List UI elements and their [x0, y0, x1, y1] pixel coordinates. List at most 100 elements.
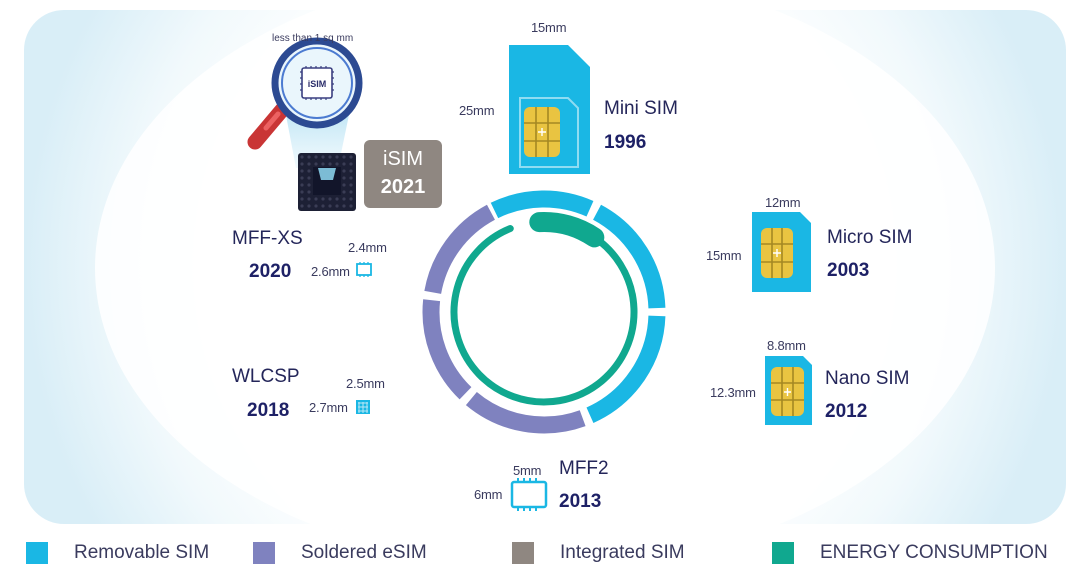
- mffxs-year: 2020: [249, 261, 292, 282]
- chip-pin: [321, 197, 325, 201]
- chip-pin: [335, 197, 339, 201]
- ring-segment-mff-xs: [424, 204, 496, 295]
- chip-pin: [314, 204, 318, 208]
- chip-pin: [328, 204, 332, 208]
- chip-pin: [300, 176, 304, 180]
- chip-pin: [307, 169, 311, 173]
- wlcsp-name: WLCSP: [232, 366, 300, 387]
- chip-pin: [307, 183, 311, 187]
- ring-segment-mff2: [465, 391, 586, 434]
- mff2-height: 6mm: [474, 487, 503, 502]
- isim-size-note: less than 1 sq mm: [272, 33, 354, 44]
- chip-pin: [307, 197, 311, 201]
- ring-segment-nano-sim: [586, 315, 666, 423]
- chip-pin: [314, 155, 318, 159]
- nano-sim-name: Nano SIM: [825, 368, 910, 389]
- legend-swatch: [26, 542, 48, 564]
- legend-label: Removable SIM: [74, 542, 210, 563]
- chip-pin: [349, 176, 353, 180]
- chip-pin: [335, 162, 339, 166]
- ring-segment-wlcsp: [422, 299, 472, 400]
- chip-pin: [307, 155, 311, 159]
- nano-sim-card: [765, 356, 812, 425]
- chip-pin: [349, 183, 353, 187]
- chip-pin: [321, 162, 325, 166]
- micro-sim-name: Micro SIM: [827, 227, 913, 248]
- chip-pin: [321, 204, 325, 208]
- legend-energy-consumption: ENERGY CONSUMPTION: [772, 541, 1048, 565]
- chip-pin: [342, 169, 346, 173]
- legend-soldered-esim: Soldered eSIM: [253, 541, 427, 565]
- legend-label: Soldered eSIM: [301, 542, 427, 563]
- energy-consumption-arc: [450, 218, 638, 406]
- mini-sim-width: 15mm: [531, 20, 567, 35]
- isim-badge: iSIM 2021: [364, 140, 442, 208]
- mff2-year: 2013: [559, 491, 602, 512]
- isim-year: 2021: [380, 176, 426, 198]
- mini-sim-height: 25mm: [459, 103, 495, 118]
- mff2-chip-icon: [510, 478, 548, 511]
- legend-label: ENERGY CONSUMPTION: [820, 542, 1048, 563]
- chip-pin: [328, 197, 332, 201]
- chip-pin: [307, 176, 311, 180]
- chip-pin: [300, 190, 304, 194]
- chip-pin: [328, 162, 332, 166]
- mffxs-name: MFF-XS: [232, 228, 303, 249]
- ring-segment-mini-sim: [490, 190, 594, 219]
- mffxs-chip-icon: [356, 262, 372, 277]
- chip-pin: [314, 197, 318, 201]
- isim-illustration: iSIM: [247, 37, 363, 211]
- chip-pin: [300, 169, 304, 173]
- chip-pin: [300, 204, 304, 208]
- legend-swatch: [512, 542, 534, 564]
- sim-chip-icon: [771, 367, 804, 416]
- chip-pin: [349, 169, 353, 173]
- chip-pin: [300, 155, 304, 159]
- chip-icon: [298, 153, 356, 211]
- micro-sim-card: [752, 212, 811, 292]
- chip-pin: [349, 197, 353, 201]
- chip-pin: [300, 197, 304, 201]
- chip-pin: [349, 155, 353, 159]
- mffxs-height: 2.6mm: [311, 264, 350, 279]
- chip-pin: [307, 190, 311, 194]
- legend-swatch: [772, 542, 794, 564]
- magnifier-icon: iSIM: [247, 37, 363, 150]
- wlcsp-width: 2.5mm: [346, 376, 385, 391]
- chip-pin: [314, 162, 318, 166]
- chip-pin: [300, 183, 304, 187]
- chip-pin: [349, 204, 353, 208]
- mini-sim-year: 1996: [604, 132, 647, 153]
- mini-sim-card: [509, 45, 590, 174]
- mffxs-width: 2.4mm: [348, 240, 387, 255]
- chip-pin: [342, 190, 346, 194]
- chip-pin: [349, 162, 353, 166]
- sim-chip-icon: [761, 228, 793, 278]
- micro-sim-year: 2003: [827, 260, 870, 281]
- legend-removable-sim: Removable SIM: [26, 541, 209, 565]
- sim-chip-icon: [524, 107, 560, 157]
- mff2-name: MFF2: [559, 458, 609, 479]
- mini-sim-name: Mini SIM: [604, 98, 678, 119]
- chip-pin: [335, 204, 339, 208]
- chip-pin: [349, 190, 353, 194]
- chip-pin: [307, 162, 311, 166]
- chip-pin: [307, 204, 311, 208]
- legend-label: Integrated SIM: [560, 542, 685, 563]
- wlcsp-height: 2.7mm: [309, 400, 348, 415]
- micro-sim-width: 12mm: [765, 195, 801, 210]
- chip-pin: [300, 162, 304, 166]
- wlcsp-chip-icon: [356, 400, 370, 414]
- chip-pin: [342, 155, 346, 159]
- chip-pin: [342, 197, 346, 201]
- chip-pin: [342, 176, 346, 180]
- ring-segment-micro-sim: [592, 204, 666, 309]
- chip-pin: [342, 162, 346, 166]
- mff2-width: 5mm: [513, 463, 542, 478]
- legend-integrated-sim: Integrated SIM: [512, 541, 685, 565]
- legend-swatch: [253, 542, 275, 564]
- isim-label: iSIM: [383, 148, 423, 170]
- micro-sim-height: 15mm: [706, 248, 742, 263]
- wlcsp-year: 2018: [247, 400, 290, 421]
